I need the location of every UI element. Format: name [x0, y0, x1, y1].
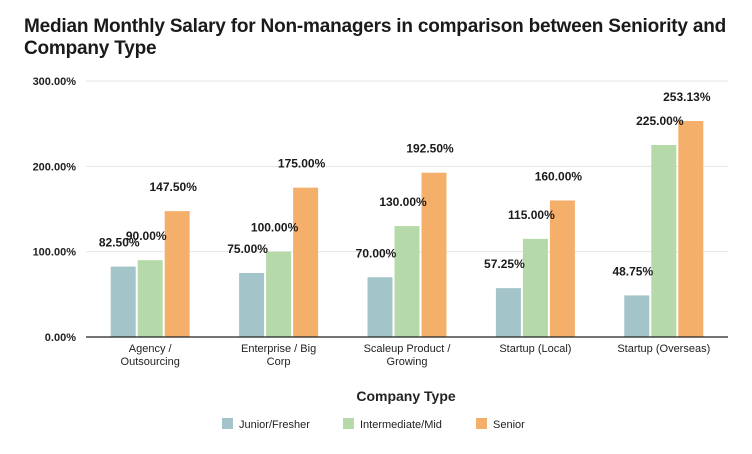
x-category-label: Startup (Local) [499, 343, 571, 355]
bar [421, 172, 447, 337]
x-category-label: Scaleup Product / Growing [364, 343, 452, 368]
data-label: 225.00% [636, 114, 684, 128]
data-label: 90.00% [126, 229, 167, 243]
data-label: 160.00% [535, 169, 583, 183]
bar [266, 251, 292, 337]
bar [239, 273, 265, 337]
bar [367, 277, 393, 337]
legend-swatch [222, 418, 233, 429]
data-label: 130.00% [379, 195, 427, 209]
y-tick-label: 200.00% [33, 161, 77, 173]
y-tick-label: 0.00% [45, 332, 76, 344]
data-label: 75.00% [227, 242, 268, 256]
data-label: 147.50% [150, 180, 198, 194]
data-label: 115.00% [508, 208, 555, 222]
bar [624, 295, 650, 337]
bars [110, 120, 704, 338]
y-tick-label: 100.00% [33, 247, 77, 259]
y-axis-ticks: 0.00% 100.00% 200.00% 300.00% [33, 76, 77, 344]
data-label: 253.13% [663, 90, 711, 104]
x-axis-title: Company Type [356, 388, 456, 404]
bar [293, 187, 319, 337]
bar [495, 288, 521, 337]
x-category-label: Enterprise / Big Corp [241, 343, 316, 368]
data-label: 70.00% [356, 246, 397, 260]
bar [394, 226, 420, 337]
data-label: 100.00% [251, 221, 299, 235]
bar [549, 200, 575, 337]
legend-swatch [476, 418, 487, 429]
legend: Junior/Fresher Intermediate/Mid Senior [222, 418, 525, 431]
y-tick-label: 300.00% [33, 76, 77, 88]
bar [110, 266, 136, 337]
data-label: 82.50% [99, 236, 140, 250]
legend-label: Senior [493, 419, 525, 431]
x-axis-categories: Agency / Outsourcing Enterprise / Big Corp S… [121, 343, 711, 368]
x-category-label: Agency / Outsourcing [121, 343, 180, 368]
x-category-label: Startup (Overseas) [617, 343, 710, 355]
data-labels: 82.50%90.00% 147.50% 75.00% 100.00% 175.00% 7… [99, 90, 711, 278]
data-label: 57.25% [484, 257, 525, 271]
legend-label: Junior/Fresher [239, 419, 310, 431]
chart-title: Median Monthly Salary for Non-managers i… [24, 16, 727, 59]
data-label: 192.50% [406, 142, 454, 156]
data-label: 175.00% [278, 157, 326, 171]
legend-label: Intermediate/Mid [360, 419, 442, 431]
bar [522, 238, 548, 337]
bar [164, 211, 190, 337]
bar [651, 145, 677, 337]
bar [678, 120, 704, 338]
legend-swatch [343, 418, 354, 429]
bar [137, 260, 163, 337]
data-label: 48.75% [612, 264, 653, 278]
